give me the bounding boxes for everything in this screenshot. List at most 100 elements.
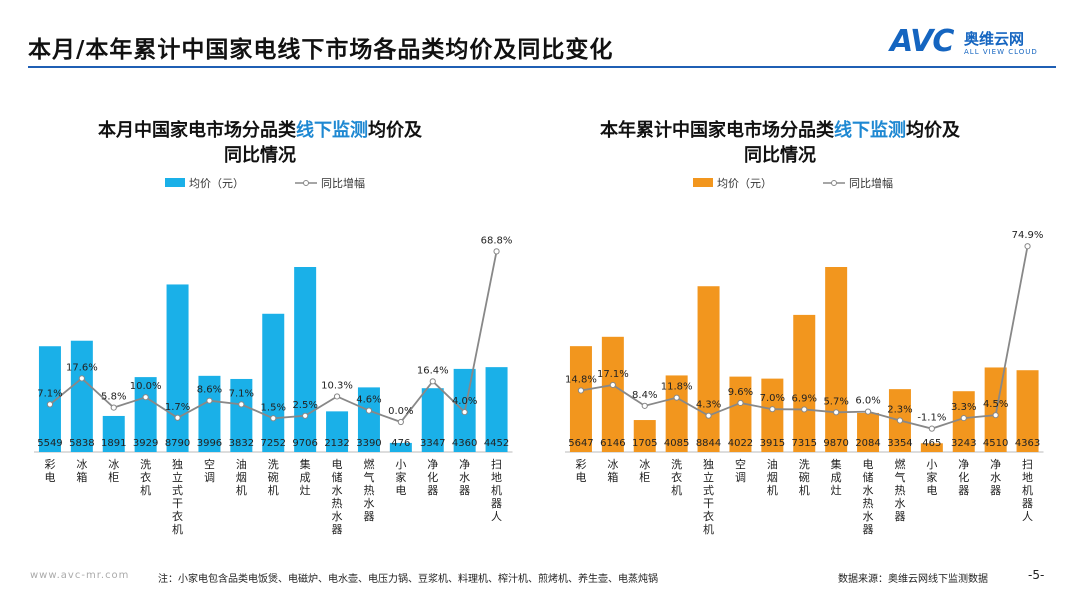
legend-marker: [303, 180, 309, 186]
line-point: [577, 387, 585, 394]
line-value-label: 4.6%: [356, 395, 381, 406]
category-tick-label: 干: [172, 497, 183, 510]
category-tick-label: 化: [427, 470, 438, 484]
bar: [166, 284, 189, 452]
category-tick-label: 衣: [703, 509, 714, 523]
category-tick-label: 机: [268, 483, 279, 497]
bar-value-label: 1705: [632, 438, 657, 449]
category-tick-label: 净: [958, 457, 969, 471]
line-value-label: 4.3%: [696, 400, 721, 411]
logo-cn-text: 奥维云网: [964, 30, 1025, 48]
bar: [793, 314, 816, 452]
category-tick-label: 灶: [831, 484, 842, 497]
bar: [421, 388, 444, 452]
category-tick-label: 彩: [575, 458, 586, 471]
line-value-label: 6.0%: [855, 396, 880, 407]
line-value-label: 4.0%: [452, 396, 477, 407]
bar-value-label: 9870: [823, 438, 848, 449]
category-tick-label: 净: [459, 457, 470, 471]
bar-value-label: 4510: [983, 438, 1008, 449]
bar-value-label: 3996: [197, 438, 222, 449]
category-tick-label: 人: [491, 510, 502, 523]
line-point: [801, 406, 808, 413]
page-number: -5-: [1028, 568, 1045, 582]
line-point: [992, 412, 999, 419]
bar-value-label: 6146: [600, 438, 625, 449]
category-tick-label: 电: [926, 484, 937, 497]
bar: [230, 378, 253, 452]
line-point: [673, 394, 680, 401]
line-point: [705, 412, 712, 419]
bar: [70, 340, 93, 452]
line-point: [174, 414, 181, 421]
bar-value-label: 465: [922, 438, 941, 449]
category-tick-label: 彩: [44, 458, 55, 471]
bar-value-label: 8844: [696, 438, 721, 449]
bar: [134, 377, 157, 452]
legend-swatch-bar: [693, 178, 713, 187]
category-tick-label: 箱: [76, 470, 87, 484]
category-tick-label: 热: [363, 484, 374, 497]
footer-source: 数据来源：奥维云网线下监测数据: [838, 574, 988, 585]
bar-value-label: 4360: [452, 438, 477, 449]
category-tick-label: 机: [1022, 483, 1033, 497]
category-tick-label: 衣: [172, 509, 183, 523]
category-tick-label: 小: [926, 458, 937, 471]
chart-title-monthly: 本月中国家电市场分品类线下监测均价及 同比情况: [30, 118, 490, 168]
bar-value-label: 2084: [855, 438, 880, 449]
bar-value-label: 3243: [951, 438, 976, 449]
line-point: [46, 401, 54, 408]
category-tick-label: 集: [831, 457, 842, 471]
line-value-label: 8.6%: [197, 385, 222, 396]
category-tick-label: 箱: [607, 470, 618, 484]
chart-title-highlight: 线下监测: [296, 120, 368, 141]
legend-marker: [831, 180, 837, 186]
category-tick-label: 气: [894, 470, 905, 484]
bar: [38, 346, 61, 452]
line-point: [641, 402, 648, 409]
category-tick-label: 器: [332, 523, 343, 536]
line-point: [365, 407, 373, 414]
category-tick-label: 电: [44, 471, 55, 484]
category-tick-label: 机: [140, 483, 151, 497]
category-tick-label: 空: [204, 457, 215, 471]
category-tick-label: 机: [767, 483, 778, 497]
line-value-label: 68.8%: [481, 235, 513, 246]
bar: [102, 415, 125, 452]
category-tick-label: 洗: [799, 458, 810, 471]
bar: [1016, 370, 1039, 452]
category-tick-label: 热: [332, 497, 343, 510]
category-tick-label: 储: [332, 470, 343, 484]
category-tick-label: 洗: [671, 458, 682, 471]
line-point: [206, 397, 213, 404]
category-tick-label: 器: [958, 484, 969, 497]
bar-value-label: 476: [391, 438, 410, 449]
line-value-label: 14.8%: [565, 374, 597, 385]
bar-value-label: 7252: [261, 438, 286, 449]
category-tick-label: 衣: [671, 470, 682, 484]
category-tick-label: 水: [459, 471, 470, 484]
category-tick-label: 净: [990, 457, 1001, 471]
bar-value-label: 4085: [664, 438, 689, 449]
bar: [857, 412, 880, 452]
category-tick-label: 水: [332, 484, 343, 497]
category-tick-label: 柜: [108, 471, 119, 484]
category-tick-label: 水: [863, 510, 874, 523]
category-tick-label: 冰: [639, 458, 650, 471]
category-tick-label: 电: [395, 484, 406, 497]
category-tick-label: 气: [363, 470, 374, 484]
line-point: [609, 381, 616, 389]
line-point: [928, 425, 935, 432]
category-tick-label: 机: [671, 483, 682, 497]
line-value-label: 3.3%: [951, 402, 976, 413]
bar: [326, 411, 349, 452]
bar: [389, 442, 412, 452]
bar-value-label: 5838: [69, 438, 94, 449]
line-value-label: 10.3%: [321, 380, 353, 391]
category-tick-label: 成: [300, 471, 311, 484]
category-tick-label: 油: [767, 457, 778, 471]
category-tick-label: 电: [332, 458, 343, 471]
line-value-label: 5.7%: [823, 396, 848, 407]
category-tick-label: 器: [427, 484, 438, 497]
bar-value-label: 4363: [1015, 438, 1040, 449]
